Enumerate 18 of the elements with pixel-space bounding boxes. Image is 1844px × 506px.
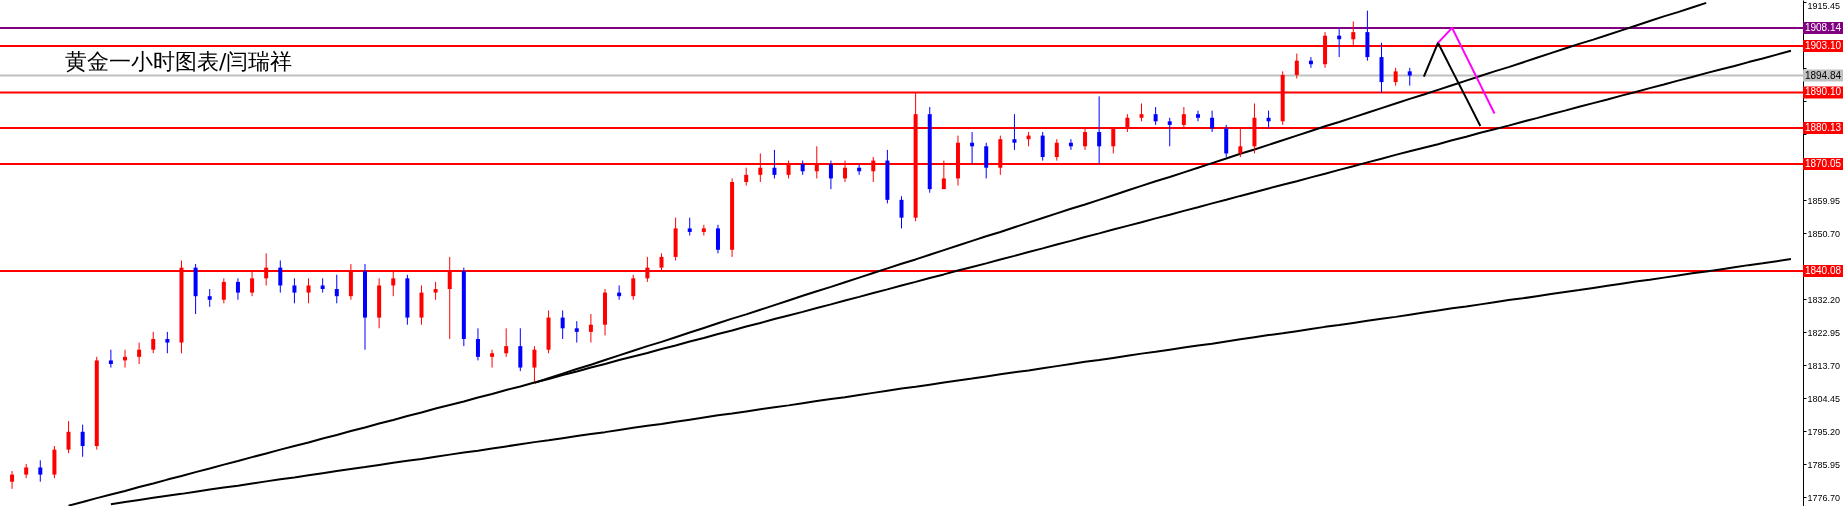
- ref-line-label: 1880.13: [1804, 122, 1842, 133]
- y-tick-label: 1832.20: [1807, 294, 1841, 305]
- ref-line-label: 1840.08: [1804, 264, 1842, 276]
- y-tick-label: 1813.70: [1807, 360, 1841, 371]
- y-tick-label: 1776.70: [1807, 492, 1841, 503]
- y-tick-label: 1915.45: [1807, 1, 1841, 12]
- y-tick-label: 1795.20: [1807, 426, 1841, 437]
- y-tick-label: 1859.95: [1807, 195, 1841, 206]
- y-tick-label: 1822.95: [1807, 327, 1841, 338]
- y-tick-label: 1804.45: [1807, 393, 1841, 404]
- ref-line-label: 1894.84: [1804, 69, 1842, 81]
- ref-line-label: 1870.05: [1804, 157, 1842, 169]
- y-tick-label: 1850.70: [1807, 228, 1841, 239]
- text: 黄金一小时图表/闫瑞祥: [65, 49, 293, 74]
- ref-line-label: 1890.10: [1804, 86, 1842, 98]
- y-tick-label: 1785.95: [1807, 459, 1841, 470]
- ref-line-label: 1908.14: [1804, 22, 1842, 34]
- ref-line-label: 1903.10: [1804, 40, 1842, 52]
